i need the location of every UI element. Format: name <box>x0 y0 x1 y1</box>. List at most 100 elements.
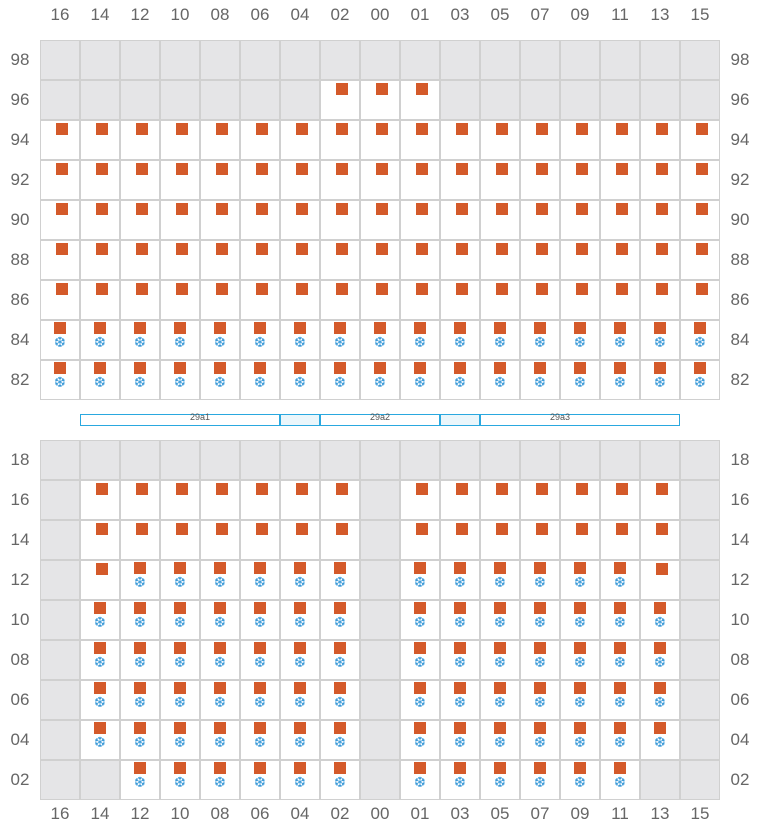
slot-cell[interactable] <box>680 280 720 320</box>
slot-cell[interactable] <box>320 480 360 520</box>
slot-cell[interactable]: ❆ <box>280 560 320 600</box>
slot-cell[interactable] <box>640 240 680 280</box>
slot-cell[interactable] <box>40 120 80 160</box>
slot-cell[interactable]: ❆ <box>520 680 560 720</box>
slot-cell[interactable]: ❆ <box>240 600 280 640</box>
slot-cell[interactable] <box>360 200 400 240</box>
slot-cell[interactable]: ❆ <box>520 360 560 400</box>
slot-cell[interactable] <box>280 480 320 520</box>
slot-cell[interactable] <box>320 80 360 120</box>
slot-cell[interactable]: ❆ <box>400 560 440 600</box>
slot-cell[interactable]: ❆ <box>80 720 120 760</box>
slot-cell[interactable] <box>40 280 80 320</box>
slot-cell[interactable] <box>520 120 560 160</box>
slot-cell[interactable]: ❆ <box>440 320 480 360</box>
slot-cell[interactable]: ❆ <box>280 640 320 680</box>
slot-cell[interactable]: ❆ <box>600 560 640 600</box>
slot-cell[interactable] <box>600 480 640 520</box>
slot-cell[interactable]: ❆ <box>80 640 120 680</box>
slot-cell[interactable] <box>640 480 680 520</box>
slot-cell[interactable]: ❆ <box>440 560 480 600</box>
slot-cell[interactable]: ❆ <box>640 320 680 360</box>
slot-cell[interactable] <box>320 160 360 200</box>
slot-cell[interactable] <box>240 160 280 200</box>
slot-cell[interactable] <box>440 480 480 520</box>
slot-cell[interactable] <box>240 280 280 320</box>
slot-cell[interactable]: ❆ <box>640 680 680 720</box>
slot-cell[interactable] <box>560 120 600 160</box>
slot-cell[interactable]: ❆ <box>560 640 600 680</box>
slot-cell[interactable] <box>240 240 280 280</box>
slot-cell[interactable]: ❆ <box>520 320 560 360</box>
slot-cell[interactable]: ❆ <box>400 680 440 720</box>
slot-cell[interactable] <box>200 160 240 200</box>
slot-cell[interactable]: ❆ <box>160 720 200 760</box>
slot-cell[interactable] <box>360 160 400 200</box>
slot-cell[interactable] <box>600 280 640 320</box>
slot-cell[interactable]: ❆ <box>320 600 360 640</box>
slot-cell[interactable]: ❆ <box>400 720 440 760</box>
slot-cell[interactable]: ❆ <box>280 600 320 640</box>
slot-cell[interactable]: ❆ <box>480 320 520 360</box>
slot-cell[interactable] <box>400 280 440 320</box>
slot-cell[interactable]: ❆ <box>160 320 200 360</box>
slot-cell[interactable] <box>400 160 440 200</box>
slot-cell[interactable] <box>240 520 280 560</box>
slot-cell[interactable]: ❆ <box>120 680 160 720</box>
slot-cell[interactable]: ❆ <box>640 600 680 640</box>
slot-cell[interactable]: ❆ <box>560 760 600 800</box>
slot-cell[interactable]: ❆ <box>80 600 120 640</box>
slot-cell[interactable]: ❆ <box>160 680 200 720</box>
slot-cell[interactable]: ❆ <box>200 320 240 360</box>
slot-cell[interactable] <box>80 280 120 320</box>
slot-cell[interactable]: ❆ <box>560 360 600 400</box>
slot-cell[interactable]: ❆ <box>560 320 600 360</box>
slot-cell[interactable]: ❆ <box>440 640 480 680</box>
slot-cell[interactable] <box>560 240 600 280</box>
slot-cell[interactable] <box>320 240 360 280</box>
slot-cell[interactable] <box>80 120 120 160</box>
slot-cell[interactable]: ❆ <box>80 680 120 720</box>
slot-cell[interactable]: ❆ <box>680 320 720 360</box>
slot-cell[interactable]: ❆ <box>600 640 640 680</box>
slot-cell[interactable]: ❆ <box>200 600 240 640</box>
slot-cell[interactable] <box>560 200 600 240</box>
slot-cell[interactable] <box>360 120 400 160</box>
slot-cell[interactable]: ❆ <box>240 760 280 800</box>
slot-cell[interactable] <box>80 480 120 520</box>
slot-cell[interactable]: ❆ <box>240 680 280 720</box>
slot-cell[interactable]: ❆ <box>240 320 280 360</box>
slot-cell[interactable] <box>40 240 80 280</box>
slot-cell[interactable]: ❆ <box>600 600 640 640</box>
slot-cell[interactable] <box>80 560 120 600</box>
slot-cell[interactable]: ❆ <box>240 640 280 680</box>
slot-cell[interactable] <box>480 520 520 560</box>
slot-cell[interactable] <box>560 280 600 320</box>
slot-cell[interactable]: ❆ <box>80 320 120 360</box>
slot-cell[interactable] <box>480 120 520 160</box>
slot-cell[interactable] <box>320 120 360 160</box>
slot-cell[interactable] <box>280 200 320 240</box>
slot-cell[interactable]: ❆ <box>320 760 360 800</box>
slot-cell[interactable] <box>160 240 200 280</box>
slot-cell[interactable]: ❆ <box>680 360 720 400</box>
slot-cell[interactable]: ❆ <box>560 600 600 640</box>
slot-cell[interactable]: ❆ <box>400 600 440 640</box>
slot-cell[interactable] <box>400 120 440 160</box>
slot-cell[interactable] <box>520 160 560 200</box>
slot-cell[interactable] <box>320 200 360 240</box>
slot-cell[interactable] <box>240 480 280 520</box>
slot-cell[interactable] <box>120 160 160 200</box>
slot-cell[interactable] <box>560 160 600 200</box>
slot-cell[interactable]: ❆ <box>200 360 240 400</box>
slot-cell[interactable]: ❆ <box>560 560 600 600</box>
slot-cell[interactable]: ❆ <box>320 360 360 400</box>
slot-cell[interactable] <box>600 240 640 280</box>
slot-cell[interactable] <box>680 240 720 280</box>
slot-cell[interactable]: ❆ <box>160 760 200 800</box>
slot-cell[interactable]: ❆ <box>40 360 80 400</box>
slot-cell[interactable] <box>520 200 560 240</box>
slot-cell[interactable]: ❆ <box>440 600 480 640</box>
slot-cell[interactable]: ❆ <box>520 760 560 800</box>
slot-cell[interactable]: ❆ <box>480 720 520 760</box>
